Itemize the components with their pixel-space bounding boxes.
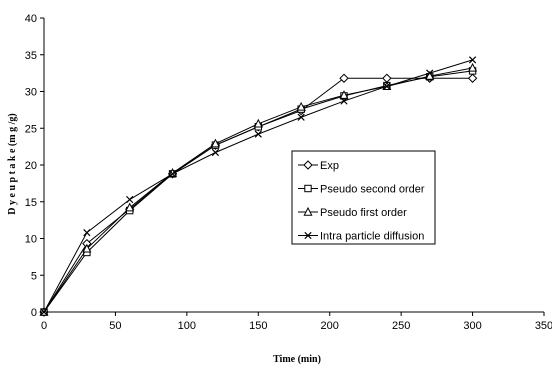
legend: Exp Pseudo second order Pseudo first order… (291, 150, 436, 245)
data-point-x (383, 82, 391, 90)
x-tick-label: 0 (41, 320, 47, 332)
series-layer (39, 56, 478, 317)
data-point-diamond (467, 73, 478, 83)
data-point-x (211, 148, 220, 157)
y-tick-label: 5 (31, 270, 37, 282)
y-tick-label: 15 (25, 197, 37, 209)
data-point-triangle (253, 118, 263, 128)
x-tick-label: 350 (535, 320, 552, 332)
data-point-x (168, 170, 177, 178)
data-point-triangle (82, 243, 92, 253)
legend-entry: Intra particle diffusion (298, 231, 424, 243)
y-tick-label: 20 (25, 160, 37, 172)
data-point-triangle (125, 202, 135, 212)
data-point-triangle (339, 90, 349, 99)
data-point-x (254, 130, 262, 138)
y-tick-label: 35 (25, 50, 37, 62)
y-tick-label: 10 (25, 234, 37, 246)
x-tick-label: 150 (249, 320, 267, 332)
data-point-x (83, 228, 91, 237)
legend-label: Exp (320, 160, 339, 172)
data-point-x (40, 308, 48, 316)
data-point-triangle (303, 206, 313, 216)
y-tick-label: 25 (25, 123, 37, 135)
data-point-square (304, 184, 312, 193)
data-point-x (340, 97, 348, 105)
y-tick-label: 40 (25, 13, 37, 25)
x-tick-label: 50 (109, 320, 121, 332)
x-tick-label: 300 (463, 320, 481, 332)
legend-label: Pseudo second order (320, 184, 425, 196)
legend-label: Intra particle diffusion (320, 231, 424, 243)
x-axis-title: Time (min) (273, 354, 321, 365)
axes: 0 5 10 15 20 25 30 35 40 0 50 100 150 200 250 300 350 (25, 13, 552, 332)
x-tick-label: 200 (321, 320, 339, 332)
data-point-diamond (339, 73, 349, 83)
data-point-x (304, 231, 312, 240)
legend-label: Pseudo first order (320, 207, 407, 219)
data-point-triangle (468, 62, 478, 72)
legend-entry: Pseudo first order (298, 206, 407, 219)
data-point-x (468, 56, 477, 64)
data-point-diamond (303, 160, 313, 170)
legend-entry: Exp (298, 160, 339, 172)
data-point-x (126, 195, 134, 204)
x-tick-label: 250 (392, 320, 410, 332)
data-point-triangle (210, 138, 220, 148)
x-tick-label: 100 (178, 320, 196, 332)
series (40, 56, 477, 316)
legend-box (291, 150, 436, 245)
y-tick-label: 0 (31, 307, 37, 319)
legend-entry: Pseudo second order (298, 184, 425, 196)
data-point-triangle (296, 101, 306, 111)
y-axis-title: D y e u p t a k e (m g /g) (7, 113, 18, 214)
y-tick-label: 30 (25, 87, 37, 99)
data-point-x (426, 69, 434, 77)
data-point-x (297, 113, 305, 121)
